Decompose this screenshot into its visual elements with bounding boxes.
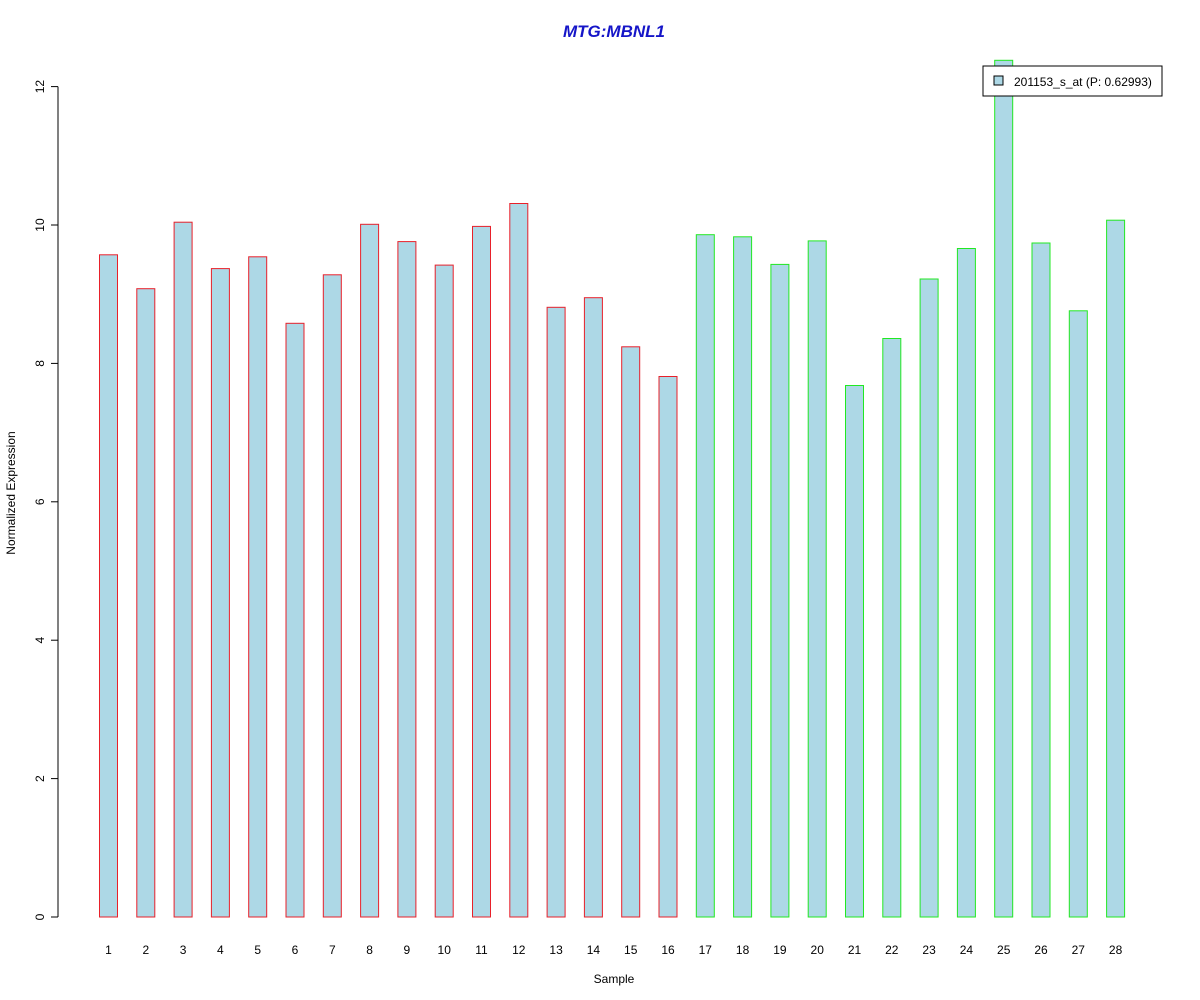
bar-sample-1 <box>99 254 118 918</box>
x-tick-label: 5 <box>254 943 261 957</box>
bar-sample-11 <box>472 225 491 918</box>
bar-sample-3 <box>173 221 193 918</box>
bar-sample-13 <box>546 306 566 918</box>
legend-swatch <box>993 75 1004 86</box>
x-tick-label: 4 <box>217 943 224 957</box>
x-tick-label: 6 <box>292 943 299 957</box>
bar-sample-7 <box>322 274 342 918</box>
bar-sample-4 <box>210 268 230 918</box>
bar-sample-8 <box>360 223 380 918</box>
x-tick-label: 12 <box>512 943 526 957</box>
x-tick-label: 19 <box>773 943 787 957</box>
bar-sample-6 <box>285 322 305 918</box>
x-tick-label: 15 <box>624 943 638 957</box>
bar-sample-25 <box>994 59 1014 918</box>
y-tick-label: 2 <box>33 775 47 782</box>
bar-sample-19 <box>770 263 790 918</box>
x-tick-label: 14 <box>587 943 601 957</box>
bar-sample-9 <box>397 241 417 918</box>
x-tick-label: 8 <box>366 943 373 957</box>
x-tick-label: 2 <box>142 943 149 957</box>
x-tick-label: 20 <box>811 943 825 957</box>
x-tick-label: 21 <box>848 943 862 957</box>
y-tick-label: 12 <box>33 80 47 94</box>
x-tick-label: 9 <box>404 943 411 957</box>
bar-sample-28 <box>1106 219 1126 918</box>
y-tick-label: 8 <box>33 360 47 367</box>
y-tick-label: 4 <box>33 637 47 644</box>
x-tick-label: 24 <box>960 943 974 957</box>
bar-sample-23 <box>919 278 939 918</box>
bar-sample-15 <box>621 346 641 918</box>
bar-sample-21 <box>845 385 864 918</box>
y-tick-label: 6 <box>33 498 47 505</box>
bar-sample-12 <box>509 203 529 918</box>
bar-sample-5 <box>248 256 268 918</box>
bar-sample-27 <box>1068 310 1088 918</box>
bar-sample-22 <box>882 338 902 918</box>
x-tick-label: 16 <box>661 943 675 957</box>
x-tick-label: 11 <box>475 943 488 957</box>
x-tick-label: 1 <box>105 943 112 957</box>
x-tick-label: 23 <box>922 943 936 957</box>
x-axis-label: Sample <box>594 972 635 986</box>
bar-sample-26 <box>1031 242 1051 918</box>
bar-sample-2 <box>136 288 156 918</box>
y-axis-label: Normalized Expression <box>4 431 18 554</box>
bar-sample-10 <box>434 264 454 918</box>
x-tick-label: 3 <box>180 943 187 957</box>
y-tick-label: 10 <box>33 218 47 232</box>
legend-entry-label: 201153_s_at (P: 0.62993) <box>1014 75 1152 89</box>
x-axis-tick-labels: 1 2 3 4 5 6 7 8 9 10 11 12 13 14 15 16 17 18 19 20 21 22 23 24 2… <box>105 943 1122 957</box>
bar-sample-20 <box>807 240 827 918</box>
x-tick-label: 26 <box>1034 943 1048 957</box>
x-tick-label: 25 <box>997 943 1011 957</box>
bar-sample-17 <box>695 234 715 918</box>
legend: 201153_s_at (P: 0.62993) <box>982 65 1163 97</box>
bar-sample-18 <box>733 236 753 918</box>
bars <box>99 59 1126 918</box>
bar-sample-14 <box>583 297 603 918</box>
x-tick-label: 13 <box>549 943 563 957</box>
x-tick-label: 7 <box>329 943 336 957</box>
x-tick-label: 28 <box>1109 943 1123 957</box>
x-tick-label: 18 <box>736 943 750 957</box>
x-tick-label: 10 <box>438 943 452 957</box>
x-tick-label: 27 <box>1072 943 1086 957</box>
bar-sample-24 <box>956 248 976 918</box>
bar-sample-16 <box>658 376 678 918</box>
x-tick-label: 22 <box>885 943 899 957</box>
legend-box <box>982 65 1163 97</box>
x-tick-label: 17 <box>699 943 713 957</box>
chart-title: MTG:MBNL1 <box>563 22 665 41</box>
y-axis: 0 2 4 6 8 10 12 <box>33 80 59 920</box>
y-tick-label: 0 <box>33 913 47 920</box>
